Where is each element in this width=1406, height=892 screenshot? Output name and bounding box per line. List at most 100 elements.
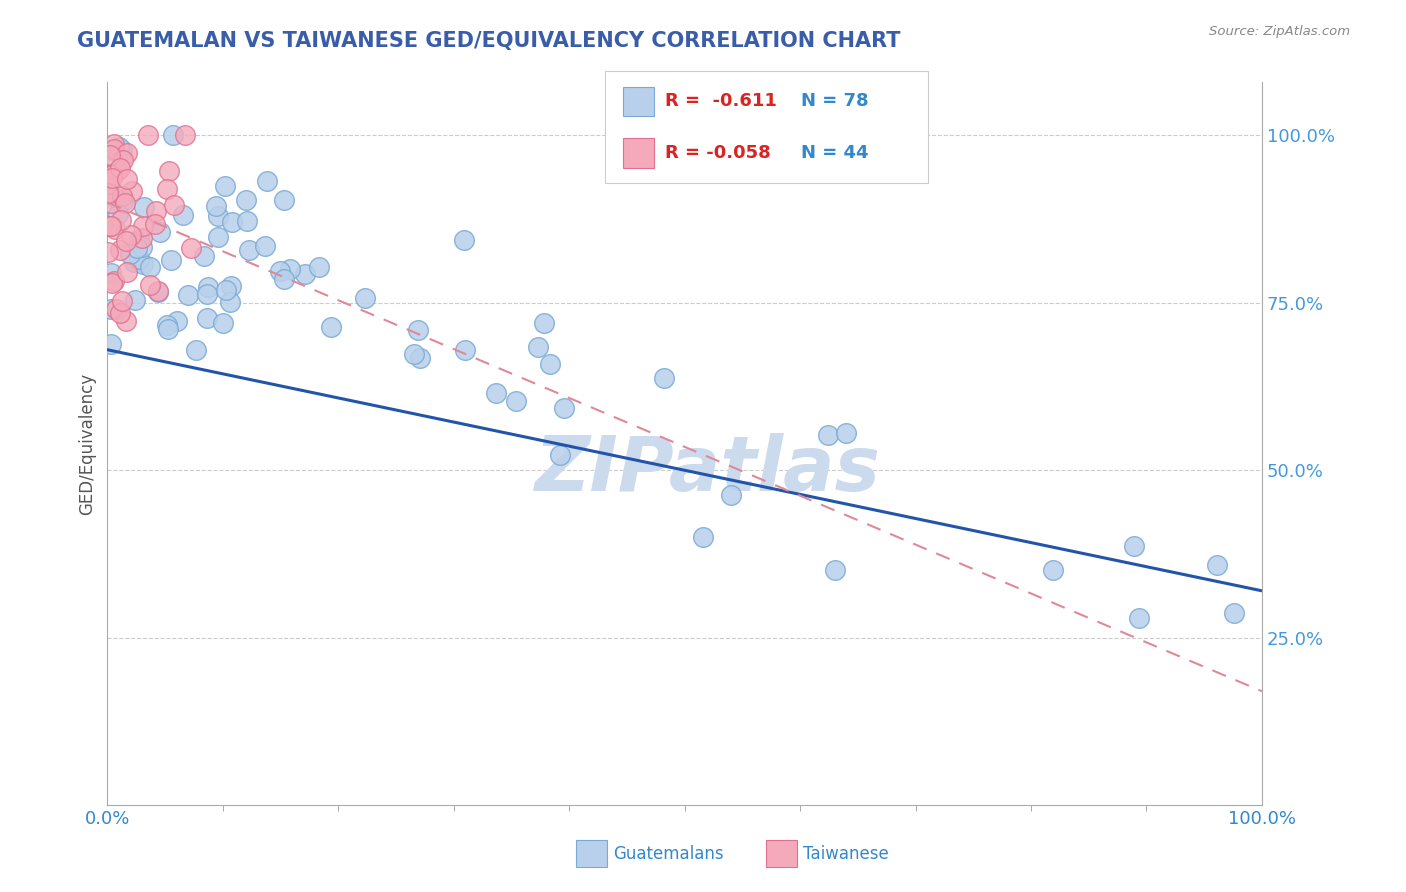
Point (111, 143, 134, 157)
Point (720, 488, 742, 502)
Text: N = 78: N = 78 (801, 92, 869, 110)
Point (354, 291, 377, 305)
Point (121, 184, 143, 198)
Point (221, 215, 243, 229)
Point (104, 302, 127, 317)
Text: Source: ZipAtlas.com: Source: ZipAtlas.com (1209, 25, 1350, 38)
Point (197, 287, 219, 301)
Point (692, 530, 714, 544)
Point (207, 209, 229, 223)
Point (172, 208, 194, 222)
Point (100, 219, 122, 233)
Text: R =  -0.611: R = -0.611 (665, 92, 778, 110)
Point (132, 257, 155, 271)
Point (214, 178, 236, 193)
Point (100, 266, 122, 280)
Point (103, 274, 125, 288)
Point (157, 164, 180, 178)
Point (115, 314, 138, 328)
Point (215, 283, 238, 297)
Y-axis label: GED/Equivalency: GED/Equivalency (79, 373, 96, 515)
Point (156, 182, 179, 196)
Point (107, 207, 129, 221)
Point (404, 347, 426, 361)
Point (1128, 610, 1150, 624)
Point (131, 240, 153, 254)
Point (406, 323, 429, 337)
Point (103, 142, 125, 156)
Point (273, 272, 295, 286)
Point (111, 188, 134, 202)
Point (177, 288, 200, 302)
Point (1222, 607, 1244, 621)
Text: N = 44: N = 44 (801, 145, 869, 162)
Point (1122, 539, 1144, 553)
Point (103, 190, 125, 204)
Point (108, 244, 131, 258)
Text: Taiwanese: Taiwanese (803, 845, 889, 863)
Point (122, 255, 145, 269)
Point (278, 261, 301, 276)
Point (485, 385, 508, 400)
Point (108, 140, 131, 154)
Point (238, 244, 260, 258)
Point (197, 280, 219, 294)
Point (180, 241, 202, 255)
Point (115, 265, 138, 279)
Text: ZIPatlas: ZIPatlas (534, 434, 880, 508)
Point (308, 260, 330, 274)
Point (174, 128, 197, 143)
Point (136, 128, 159, 143)
Point (193, 249, 215, 263)
Point (195, 311, 218, 326)
Point (156, 318, 179, 333)
Point (212, 316, 235, 330)
Point (111, 153, 134, 168)
Point (149, 225, 172, 239)
Point (97, 245, 120, 260)
Text: R = -0.058: R = -0.058 (665, 145, 770, 162)
Point (162, 128, 184, 143)
Point (100, 143, 122, 157)
Point (108, 305, 131, 319)
Point (100, 301, 122, 316)
Point (115, 235, 138, 249)
Point (98, 148, 121, 162)
Point (453, 233, 475, 247)
Point (1042, 562, 1064, 576)
Point (146, 284, 169, 298)
Point (139, 260, 162, 274)
Point (101, 170, 124, 185)
Point (817, 428, 839, 442)
Point (505, 393, 527, 408)
Point (409, 351, 432, 365)
Point (103, 137, 125, 152)
Point (131, 231, 153, 245)
Point (97, 186, 120, 200)
Point (553, 401, 575, 416)
Point (454, 343, 477, 358)
Point (117, 172, 139, 186)
Point (100, 167, 122, 181)
Point (100, 337, 122, 351)
Point (533, 316, 555, 330)
Point (139, 277, 162, 292)
Point (132, 200, 155, 214)
Point (112, 194, 135, 209)
Point (100, 196, 122, 211)
Point (538, 357, 561, 371)
Point (143, 217, 166, 231)
Point (118, 247, 141, 261)
Point (1206, 558, 1229, 572)
Point (166, 314, 188, 328)
Point (205, 199, 228, 213)
Point (652, 370, 675, 384)
Point (219, 278, 242, 293)
Point (254, 239, 277, 253)
Point (114, 195, 136, 210)
Point (104, 222, 127, 236)
Point (101, 169, 124, 183)
Point (548, 449, 571, 463)
Point (124, 293, 146, 307)
Point (321, 319, 343, 334)
